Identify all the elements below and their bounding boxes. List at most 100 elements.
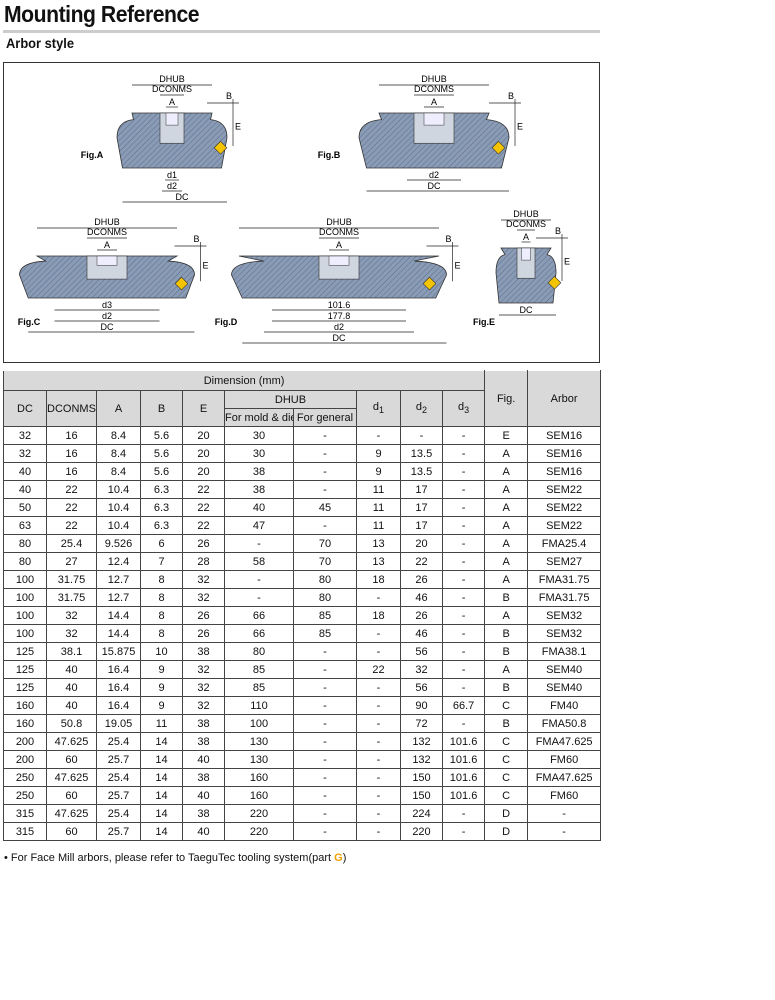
d3-cell: - <box>441 606 486 625</box>
dhub-general-cell: - <box>293 822 357 841</box>
d2-cell: 220 <box>400 822 443 841</box>
d1-cell: 9 <box>356 444 401 463</box>
dimension-label: DC <box>333 333 346 343</box>
table-row: 250 60 25.7 14 40 160- -150 101.6 C FM60 <box>3 786 602 805</box>
d2-cell: 46 <box>400 624 443 643</box>
d1-cell: 9 <box>356 462 401 481</box>
dimension-label: DHUB <box>326 217 352 227</box>
dc-cell: 250 <box>3 786 47 805</box>
d3-cell: - <box>441 678 486 697</box>
d3-cell: - <box>441 804 486 823</box>
d3-cell: 101.6 <box>441 786 486 805</box>
dc-cell: 100 <box>3 624 47 643</box>
e-cell: 26 <box>182 534 225 553</box>
dc-cell: 40 <box>3 480 47 499</box>
dconms-cell: 27 <box>46 552 97 571</box>
arbor-cell: SEM16 <box>527 426 602 445</box>
b-cell: 5.6 <box>140 462 183 481</box>
a-cell: 16.4 <box>96 696 141 715</box>
e-cell: 38 <box>182 804 225 823</box>
dconms-cell: 22 <box>46 498 97 517</box>
dimension-label: DHUB <box>421 74 447 84</box>
d1-cell: - <box>356 642 401 661</box>
fig-cell: E <box>484 426 529 445</box>
part-g-link[interactable]: G <box>334 852 343 864</box>
dimension-label: E <box>517 122 523 132</box>
dhub-mold-cell: 85 <box>224 678 294 697</box>
b-cell: 5.6 <box>140 426 183 445</box>
dhub-general-cell: 70 <box>293 552 357 571</box>
dconms-cell: 16 <box>46 426 97 445</box>
dc-cell: 315 <box>3 804 47 823</box>
b-cell: 6.3 <box>140 498 183 517</box>
dhub-mold-cell: 130 <box>224 750 294 769</box>
dc-cell: 63 <box>3 516 47 535</box>
fig-e-keyway <box>521 247 531 261</box>
dhub-mold-cell: 220 <box>224 822 294 841</box>
table-row: 100 31.75 12.7 8 32-80 18 26- A FMA31.75 <box>3 570 602 589</box>
dhub-mold-cell: 30 <box>224 444 294 463</box>
dhub-mold-cell: 220 <box>224 804 294 823</box>
dimension-label: DCONMS <box>319 227 359 237</box>
fig-d-keyway <box>328 255 350 266</box>
dhub-mold-cell: 130 <box>224 732 294 751</box>
dhub-mold-cell: 66 <box>224 606 294 625</box>
dc-cell: 250 <box>3 768 47 787</box>
dc-cell: 50 <box>3 498 47 517</box>
arbor-cell: FMA31.75 <box>527 570 602 589</box>
arbor-cell: SEM40 <box>527 678 602 697</box>
dconms-cell: 16 <box>46 462 97 481</box>
fig-c-keyway <box>96 255 118 266</box>
dimension-label: DC <box>176 192 189 202</box>
e-cell: 32 <box>182 696 225 715</box>
dimension-label: E <box>202 261 208 271</box>
dimension-label: DCONMS <box>152 84 192 94</box>
b-header: B <box>140 390 183 427</box>
d2-cell: 46 <box>400 588 443 607</box>
dconms-cell: 40 <box>46 678 97 697</box>
dhub-general-cell: - <box>293 480 357 499</box>
dimension-label: 101.6 <box>328 300 351 310</box>
table-row: 125 38.1 15.875 10 38 80- -56- B FMA38.1 <box>3 642 602 661</box>
dconms-cell: 47.625 <box>46 732 97 751</box>
table-row: 80 25.4 9.526 6 26-70 13 20- A FMA25.4 <box>3 534 602 553</box>
a-cell: 8.4 <box>96 444 141 463</box>
dimension-label: 177.8 <box>328 311 351 321</box>
insert-icon <box>547 275 562 290</box>
dhub-mold-cell: 47 <box>224 516 294 535</box>
d2-cell: 26 <box>400 570 443 589</box>
insert-icon <box>213 140 228 155</box>
b-cell: 9 <box>140 696 183 715</box>
d1-cell: 11 <box>356 498 401 517</box>
d3-cell: 101.6 <box>441 732 486 751</box>
d1-header: d1 <box>356 390 401 427</box>
d2-cell: 32 <box>400 660 443 679</box>
dhub-mold-cell: 110 <box>224 696 294 715</box>
d1-cell: - <box>356 678 401 697</box>
dhub-mold-cell: - <box>224 534 294 553</box>
a-cell: 14.4 <box>96 624 141 643</box>
e-cell: 40 <box>182 822 225 841</box>
dhub-general-cell: - <box>293 516 357 535</box>
fig-b-keyway <box>423 112 445 126</box>
table-row: 250 47.625 25.4 14 38 160- -150 101.6 C FMA47.625 <box>3 768 602 787</box>
fig-c-label: Fig.C <box>18 317 41 327</box>
dhub-header: DHUB <box>224 390 357 409</box>
dhub-general-cell: - <box>293 732 357 751</box>
e-cell: 32 <box>182 660 225 679</box>
dimension-label: DCONMS <box>506 219 546 229</box>
d1-cell: 18 <box>356 570 401 589</box>
dconms-cell: 40 <box>46 660 97 679</box>
arbor-cell: FM60 <box>527 750 602 769</box>
arbor-cell: FMA47.625 <box>527 732 602 751</box>
d1-cell: 11 <box>356 516 401 535</box>
table-row: 40 16 8.4 5.6 20 38-9 13.5- A SEM16 <box>3 462 602 481</box>
dconms-cell: 25.4 <box>46 534 97 553</box>
d1-cell: - <box>356 768 401 787</box>
dimension-label: B <box>193 234 199 244</box>
fig-cell: B <box>484 624 529 643</box>
arbor-cell: FMA38.1 <box>527 642 602 661</box>
d2-cell: 17 <box>400 516 443 535</box>
dimension-label: A <box>431 97 437 107</box>
d1-cell: - <box>356 714 401 733</box>
